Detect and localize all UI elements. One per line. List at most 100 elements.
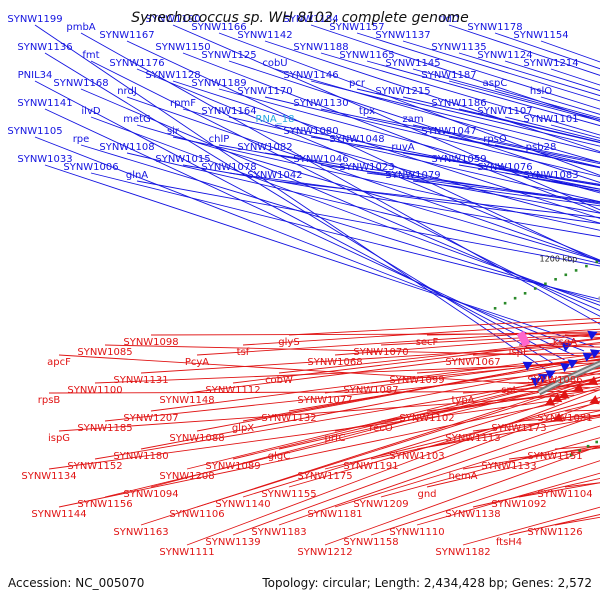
reverse-leader-line bbox=[370, 460, 600, 536]
reverse-gene-label: SYNW1086 bbox=[527, 375, 582, 386]
reverse-leader-line bbox=[150, 353, 600, 412]
forward-leader-line bbox=[458, 52, 600, 97]
reverse-gene-arrow bbox=[552, 393, 563, 403]
reverse-gene-label: glgC bbox=[268, 451, 290, 462]
reverse-leader-line bbox=[426, 389, 600, 412]
forward-gene-label: SYNW1188 bbox=[293, 42, 348, 53]
forward-gene-label: SYNW1150 bbox=[155, 42, 210, 53]
reverse-gene-label: cobW bbox=[265, 375, 293, 386]
tick-dot bbox=[554, 278, 557, 281]
forward-leader-line bbox=[320, 164, 600, 203]
forward-gene-label: tldD bbox=[439, 14, 460, 25]
forward-gene-label: SYNW1164 bbox=[201, 106, 256, 117]
forward-gene-labels: SYNW1199pmbASYNW1167SYNW1190SYNW1166SYNW… bbox=[7, 14, 578, 181]
tick-dot bbox=[586, 444, 590, 448]
tick-dot bbox=[493, 307, 497, 310]
forward-gene-label: psb28 bbox=[526, 142, 557, 153]
reverse-leader-line bbox=[186, 389, 600, 546]
reverse-gene-label: SYNW1085 bbox=[77, 347, 132, 358]
reverse-leader-line bbox=[324, 445, 600, 546]
reverse-gene-label: SYNW1209 bbox=[353, 499, 408, 510]
forward-gene-label: SYNW1146 bbox=[283, 70, 338, 81]
reverse-leader-line bbox=[324, 356, 600, 394]
forward-leader-line bbox=[218, 144, 600, 214]
forward-gene-arrow bbox=[538, 374, 549, 383]
reverse-gene-label: SYNW1099 bbox=[389, 375, 444, 386]
reverse-gene-label: SYNW1087 bbox=[343, 385, 398, 396]
forward-gene-label: hslO bbox=[530, 86, 552, 97]
reverse-gene-label: SYNW1158 bbox=[343, 537, 398, 548]
reverse-leader-line bbox=[370, 410, 600, 460]
reverse-gene-label: SYNW1181 bbox=[307, 509, 362, 520]
reverse-gene-arrow bbox=[553, 412, 564, 422]
forward-gene-label: SYNW1080 bbox=[283, 126, 338, 137]
forward-leader-line bbox=[34, 24, 546, 370]
forward-gene-label: nrdJ bbox=[117, 86, 137, 97]
reverse-leader-line bbox=[140, 343, 600, 374]
reverse-gene-label: SYNW1138 bbox=[445, 509, 500, 520]
reverse-gene-label: SYNW1152 bbox=[67, 461, 122, 472]
forward-gene-label: cobU bbox=[262, 58, 287, 69]
forward-gene-arrow bbox=[567, 359, 578, 369]
reverse-leader-line bbox=[196, 379, 600, 508]
reverse-gene-label: ispG bbox=[48, 433, 70, 444]
tick-dot bbox=[569, 453, 573, 457]
reverse-gene-label: SYNW1081 bbox=[537, 413, 592, 424]
forward-gene-label: SYNW1046 bbox=[293, 154, 348, 165]
reverse-leader-line bbox=[462, 506, 600, 546]
forward-gene-label: fmt bbox=[82, 50, 99, 61]
reverse-gene-label: rpsB bbox=[38, 395, 61, 406]
reverse-leader-line bbox=[370, 359, 600, 384]
forward-leader-line bbox=[44, 52, 556, 365]
forward-gene-label: glnA bbox=[126, 170, 148, 181]
reverse-leader-line bbox=[380, 437, 600, 498]
forward-gene-label: SYNW1168 bbox=[53, 78, 108, 89]
forward-gene-label: SYNW1006 bbox=[63, 162, 118, 173]
reverse-leader-line bbox=[278, 413, 600, 526]
forward-leader-line bbox=[402, 40, 600, 102]
reverse-gene-label: PcyA bbox=[185, 357, 209, 368]
forward-gene-label: SYNW1136 bbox=[17, 42, 72, 53]
forward-gene-label: SYNW1059 bbox=[431, 154, 486, 165]
reverse-gene-label: SYNW1103 bbox=[389, 451, 444, 462]
forward-leader-line bbox=[90, 60, 600, 317]
reverse-gene-label: secF bbox=[416, 337, 439, 348]
forward-gene-arrow bbox=[590, 349, 600, 359]
forward-gene-label: SYNW1042 bbox=[247, 170, 302, 181]
forward-leader-line bbox=[448, 24, 600, 76]
forward-leader-line bbox=[412, 124, 600, 163]
forward-leader-line bbox=[80, 144, 600, 303]
reverse-gene-label: SYNW1111 bbox=[159, 547, 214, 558]
map-title: Synechococcus sp. WH 8102, complete geno… bbox=[131, 10, 469, 26]
reverse-gene-label: SYNW1132 bbox=[261, 413, 316, 424]
forward-gene-label: SYNW1130 bbox=[293, 98, 348, 109]
forward-leader-line bbox=[412, 68, 600, 121]
feature-blocks bbox=[516, 294, 600, 422]
reverse-leader-line bbox=[104, 368, 600, 422]
tick-dot bbox=[595, 440, 598, 444]
reverse-leader-line bbox=[150, 333, 600, 336]
forward-leader-line bbox=[34, 136, 585, 352]
forward-leader-line bbox=[136, 180, 600, 267]
forward-gene-arrow bbox=[582, 352, 593, 362]
forward-leader-line bbox=[366, 60, 600, 127]
forward-gene-label: PNIL34 bbox=[18, 70, 53, 81]
reverse-leader-line bbox=[48, 398, 567, 470]
forward-gene-label: SYNW1145 bbox=[385, 58, 440, 69]
reverse-leader-line bbox=[288, 317, 600, 336]
forward-gene-label: ilvD bbox=[81, 106, 100, 117]
reverse-gene-label: apcF bbox=[47, 357, 71, 368]
reverse-leader-line bbox=[232, 338, 600, 384]
reverse-gene-label: SYNW1106 bbox=[169, 509, 224, 520]
reverse-gene-label: SYNW1148 bbox=[159, 395, 214, 406]
forward-gene-label: SYNW1125 bbox=[201, 50, 256, 61]
forward-gene-label: SYNW1105 bbox=[7, 126, 62, 137]
forward-leader-line bbox=[218, 32, 600, 176]
reverse-gene-label: SYNW1175 bbox=[297, 471, 352, 482]
rna-gene-label: RNA_18 bbox=[256, 114, 295, 125]
accession-text: Accession: NC_005070 bbox=[8, 576, 144, 590]
forward-leader-line bbox=[366, 116, 600, 165]
forward-leader-line bbox=[310, 24, 600, 122]
reverse-gene-label: recO bbox=[369, 423, 393, 434]
